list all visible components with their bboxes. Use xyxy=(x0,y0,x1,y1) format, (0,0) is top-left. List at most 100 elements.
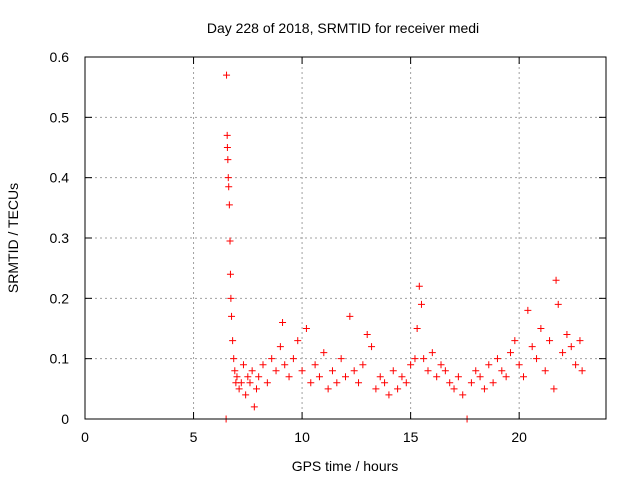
data-point xyxy=(407,361,415,369)
x-tick-label: 0 xyxy=(81,429,89,445)
y-tick-label: 0.1 xyxy=(50,351,70,367)
data-point xyxy=(515,361,523,369)
y-tick-label: 0.6 xyxy=(50,49,70,65)
data-point xyxy=(228,312,236,320)
data-point xyxy=(502,373,510,381)
y-tick-label: 0 xyxy=(61,411,69,427)
data-point xyxy=(450,385,458,393)
data-point xyxy=(420,355,428,363)
data-point xyxy=(255,373,263,381)
y-tick-label: 0.5 xyxy=(50,109,70,125)
data-point xyxy=(572,361,580,369)
data-point xyxy=(350,367,358,375)
data-point xyxy=(230,355,238,363)
y-tick-label: 0.3 xyxy=(50,230,70,246)
data-point xyxy=(289,355,297,363)
data-point xyxy=(328,367,336,375)
data-point xyxy=(372,385,380,393)
data-point xyxy=(242,391,250,399)
data-point xyxy=(381,379,389,387)
data-point xyxy=(424,367,432,375)
data-point xyxy=(226,270,234,278)
data-point xyxy=(324,385,332,393)
x-tick-label: 10 xyxy=(294,429,310,445)
data-point xyxy=(385,391,393,399)
data-point xyxy=(476,373,484,381)
data-point xyxy=(368,343,376,351)
data-point xyxy=(281,361,289,369)
data-point xyxy=(546,337,554,345)
y-axis-label: SRMTID / TECUs xyxy=(5,183,21,293)
data-point xyxy=(441,367,449,375)
data-point xyxy=(467,379,475,387)
data-point xyxy=(428,349,436,357)
data-point xyxy=(298,367,306,375)
data-point xyxy=(346,312,354,320)
data-point xyxy=(511,337,519,345)
data-point xyxy=(567,343,575,351)
data-point xyxy=(533,355,541,363)
data-point xyxy=(223,144,231,151)
data-point xyxy=(576,337,584,345)
data-point xyxy=(541,367,549,375)
data-point xyxy=(337,355,345,363)
data-point xyxy=(302,325,310,332)
data-point xyxy=(493,355,501,363)
data-point xyxy=(554,300,562,308)
data-point xyxy=(248,367,256,375)
data-point xyxy=(559,349,567,357)
data-point xyxy=(259,361,267,369)
chart-title: Day 228 of 2018, SRMTID for receiver med… xyxy=(207,20,479,36)
data-point xyxy=(263,379,271,387)
data-point xyxy=(231,367,239,375)
data-point xyxy=(225,183,233,191)
data-point xyxy=(250,403,258,411)
data-point xyxy=(226,237,234,245)
data-point xyxy=(480,385,488,393)
data-point xyxy=(235,385,243,393)
data-point xyxy=(252,385,260,393)
data-point xyxy=(485,361,493,369)
data-point xyxy=(307,379,315,387)
x-axis-label: GPS time / hours xyxy=(292,458,399,474)
data-point xyxy=(223,131,231,139)
data-point xyxy=(244,373,252,381)
data-point xyxy=(398,373,406,381)
data-point xyxy=(550,385,558,393)
data-point xyxy=(415,282,423,290)
data-point xyxy=(446,379,454,387)
data-point xyxy=(578,367,586,375)
data-point xyxy=(233,373,241,381)
data-point xyxy=(311,361,319,369)
data-point xyxy=(224,174,232,182)
data-point xyxy=(411,355,419,363)
data-point xyxy=(268,355,276,363)
data-point xyxy=(417,300,425,308)
data-point xyxy=(520,373,528,381)
data-point xyxy=(437,361,445,369)
data-point xyxy=(498,367,506,375)
data-point xyxy=(223,71,231,79)
data-point xyxy=(355,379,363,387)
data-point xyxy=(285,373,293,381)
data-point xyxy=(342,373,349,381)
data-point xyxy=(524,306,532,314)
x-tick-label: 20 xyxy=(511,429,527,445)
data-point xyxy=(359,361,367,369)
data-point xyxy=(239,361,247,369)
data-point xyxy=(237,379,245,387)
data-point xyxy=(394,385,402,393)
data-point xyxy=(433,373,441,381)
data-point xyxy=(506,349,514,357)
data-point xyxy=(389,367,397,375)
data-point xyxy=(229,337,237,345)
grid-lines xyxy=(85,57,606,419)
x-tick-label: 5 xyxy=(190,429,198,445)
data-point xyxy=(333,379,341,387)
axis-ticks: 0 0.1 0.2 0.3 0.4 0.5 0.6 0 5 10 15 20 xyxy=(50,49,606,445)
data-point xyxy=(272,367,280,375)
x-tick-label: 15 xyxy=(403,429,419,445)
data-point xyxy=(459,391,467,399)
